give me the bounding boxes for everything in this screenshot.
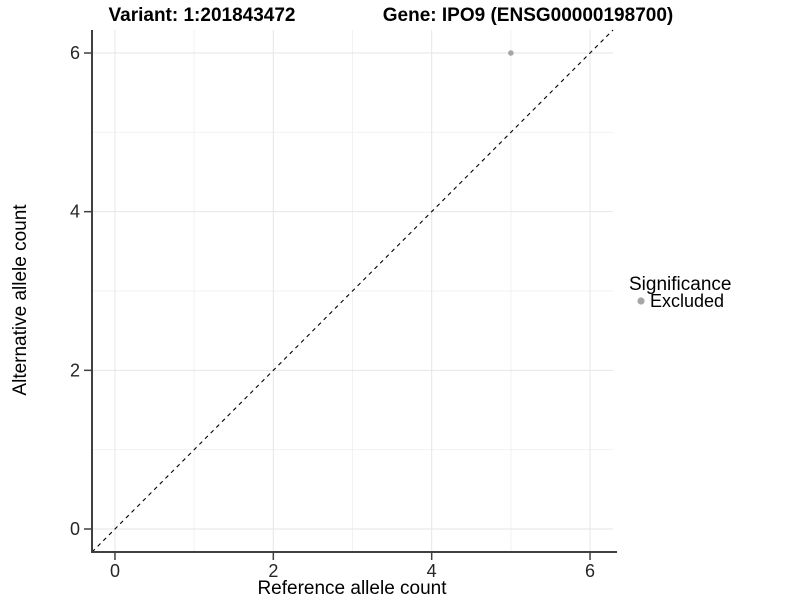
x-axis-title: Reference allele count bbox=[257, 578, 447, 599]
y-tick-label: 2 bbox=[70, 360, 80, 380]
y-axis-title: Alternative allele count bbox=[10, 204, 31, 396]
x-tick-label: 0 bbox=[110, 561, 120, 581]
x-tick-label: 6 bbox=[585, 561, 595, 581]
legend-excluded-dot-icon bbox=[637, 297, 645, 305]
gene-title: Gene: IPO9 (ENSG00000198700) bbox=[383, 5, 673, 26]
legend: Significance Excluded bbox=[629, 274, 731, 311]
y-axis-ticks: 0 2 4 6 bbox=[70, 43, 91, 539]
y-tick-label: 0 bbox=[70, 519, 80, 539]
y-tick-label: 6 bbox=[70, 43, 80, 63]
legend-excluded-label: Excluded bbox=[650, 291, 724, 311]
legend-title: Significance bbox=[629, 274, 731, 295]
major-gridlines bbox=[92, 30, 613, 552]
x-tick-label: 2 bbox=[268, 561, 278, 581]
data-points bbox=[508, 50, 514, 56]
y-tick-label: 4 bbox=[70, 202, 80, 222]
axis-lines bbox=[91, 30, 617, 553]
x-tick-label: 4 bbox=[427, 561, 437, 581]
x-axis-ticks: 0 2 4 6 bbox=[110, 553, 595, 581]
data-point bbox=[508, 50, 514, 56]
variant-title: Variant: 1:201843472 bbox=[109, 5, 296, 26]
identity-line bbox=[91, 29, 614, 553]
